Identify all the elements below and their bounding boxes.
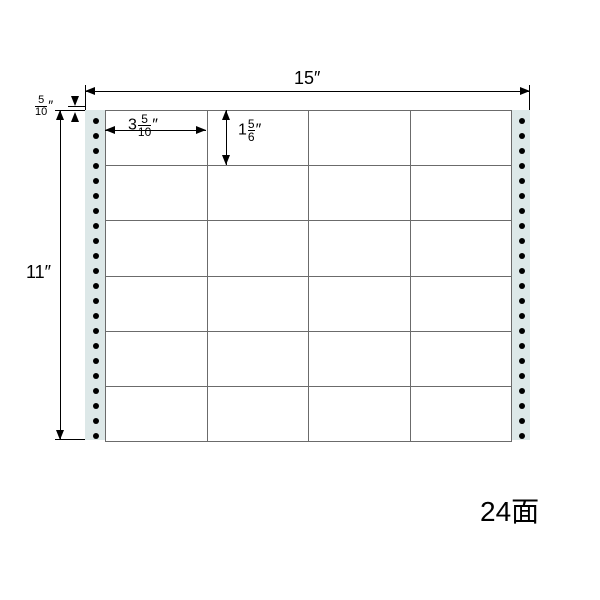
label-cell	[106, 387, 207, 441]
perforation-dot	[519, 118, 525, 124]
label-cell	[309, 111, 410, 165]
perforation-dot	[519, 418, 525, 424]
dim-label-total-height: 11″	[26, 262, 51, 283]
perforation-dot	[519, 403, 525, 409]
arrow-icon	[196, 126, 206, 134]
perforation-dot	[519, 298, 525, 304]
perforation-dot	[93, 298, 99, 304]
label-cell	[106, 277, 207, 331]
label-cell	[106, 221, 207, 275]
perforation-dot	[93, 373, 99, 379]
arrow-icon	[85, 87, 95, 95]
perforation-dot	[93, 193, 99, 199]
label-cell	[411, 387, 512, 441]
perforation-dot	[93, 223, 99, 229]
label-cell	[309, 332, 410, 386]
perforation-dot	[93, 163, 99, 169]
label-cell	[106, 332, 207, 386]
ext-line	[55, 439, 85, 440]
ext-line	[68, 106, 85, 107]
perforation-dot	[93, 208, 99, 214]
label-grid	[105, 110, 512, 442]
label-cell	[208, 387, 309, 441]
perforation-dot	[93, 403, 99, 409]
perforation-dot	[93, 238, 99, 244]
perforation-dot	[519, 313, 525, 319]
ext-line	[85, 85, 86, 110]
perforation-dot	[519, 163, 525, 169]
label-cell	[208, 221, 309, 275]
perforation-dot	[519, 238, 525, 244]
arrow-icon	[105, 126, 115, 134]
dim-line-total-width	[85, 91, 530, 92]
perforation-dot	[93, 268, 99, 274]
perforation-dot	[519, 388, 525, 394]
perforation-dot	[519, 253, 525, 259]
arrow-icon	[56, 110, 64, 120]
perforation-dot	[519, 148, 525, 154]
label-cell	[208, 277, 309, 331]
dim-label-total-width: 15″	[290, 68, 324, 89]
perforation-dot	[93, 328, 99, 334]
perforation-dot	[93, 418, 99, 424]
perforation-dot	[93, 148, 99, 154]
label-cell	[309, 387, 410, 441]
perforation-dot	[93, 358, 99, 364]
perforation-dot	[519, 283, 525, 289]
perforation-dot	[519, 193, 525, 199]
perforation-dot	[519, 328, 525, 334]
label-cell	[411, 332, 512, 386]
arrow-icon	[71, 112, 79, 122]
perforation-dot	[93, 313, 99, 319]
dim-label-cell-width: 3510″	[128, 113, 158, 138]
dim-label-cell-height: 156″	[238, 118, 261, 143]
label-cell	[411, 277, 512, 331]
perforation-dot	[519, 133, 525, 139]
perforation-dot	[93, 253, 99, 259]
label-cell	[208, 166, 309, 220]
arrow-icon	[222, 110, 230, 120]
dim-line-total-height	[60, 110, 61, 440]
perforation-dot	[93, 133, 99, 139]
perforation-dot	[519, 358, 525, 364]
perforation-dot	[519, 208, 525, 214]
perforation-dot	[93, 178, 99, 184]
label-cell	[309, 166, 410, 220]
ext-line	[529, 85, 530, 110]
perforation-dot	[93, 433, 99, 439]
label-cell	[309, 277, 410, 331]
label-cell	[411, 166, 512, 220]
perforation-dot	[519, 223, 525, 229]
perforation-dot	[93, 388, 99, 394]
perforation-dot	[93, 118, 99, 124]
perforation-dot	[519, 178, 525, 184]
perforation-dot	[93, 283, 99, 289]
ext-line	[55, 110, 85, 111]
perforation-dot	[93, 343, 99, 349]
label-cell	[106, 166, 207, 220]
face-count-caption: 24面	[480, 490, 539, 530]
perforation-dot	[519, 343, 525, 349]
perforation-dot	[519, 433, 525, 439]
dim-label-top-margin: 510″	[34, 95, 53, 118]
arrow-icon	[222, 155, 230, 165]
label-cell	[411, 221, 512, 275]
arrow-icon	[71, 96, 79, 106]
label-cell	[309, 221, 410, 275]
perforation-dot	[519, 268, 525, 274]
label-cell	[411, 111, 512, 165]
label-cell	[208, 332, 309, 386]
perforation-dot	[519, 373, 525, 379]
